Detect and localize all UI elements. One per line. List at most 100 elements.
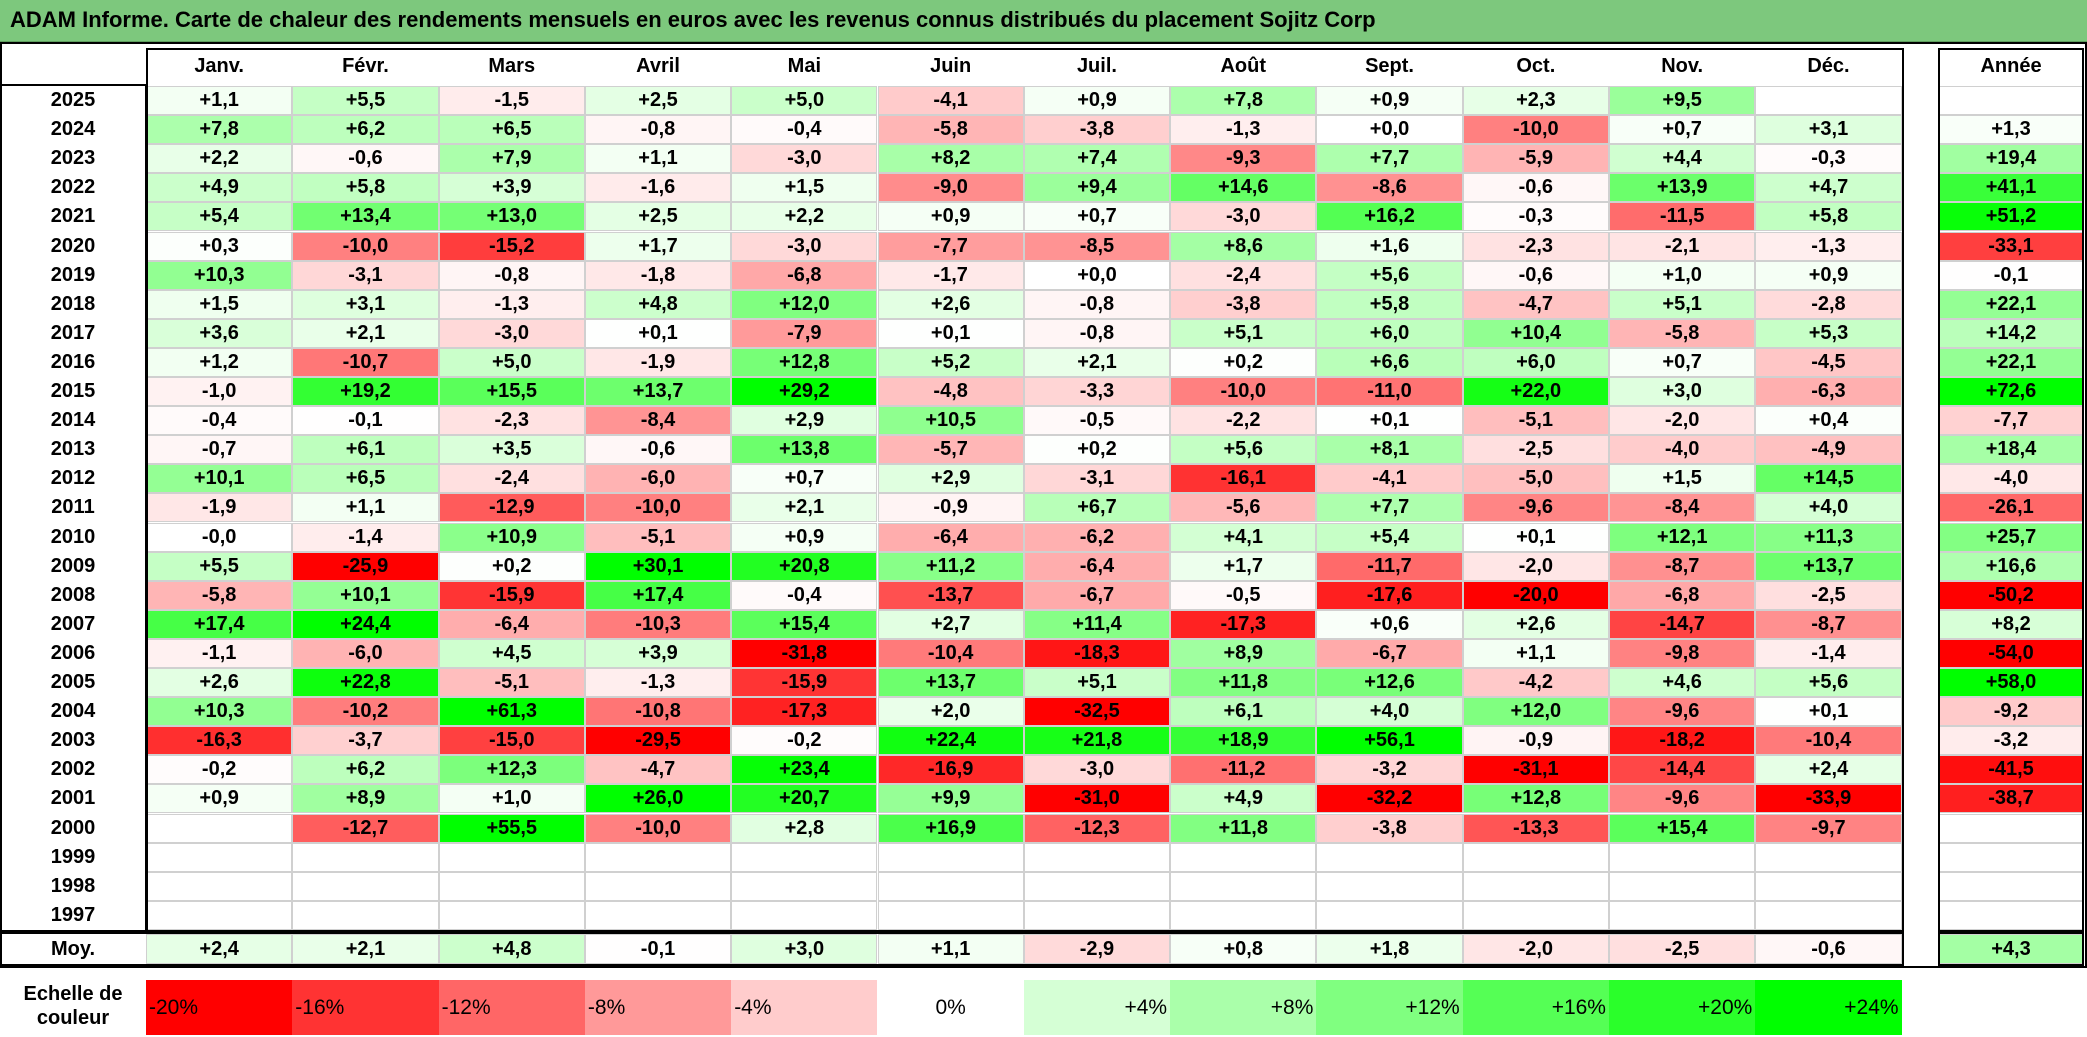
heatmap-cell: -16,9 (877, 755, 1024, 785)
heatmap-cell: -4,8 (877, 377, 1024, 407)
heatmap-cell: -8,4 (584, 406, 732, 436)
heatmap-cell: -5,1 (1462, 406, 1609, 436)
heatmap-cell: -3,7 (292, 726, 439, 756)
heatmap-cell: -12,7 (292, 813, 439, 843)
heatmap-cell (731, 900, 878, 930)
heatmap-cell: -2,0 (1609, 406, 1756, 436)
annual-cell: -4,0 (1938, 464, 2084, 494)
heatmap-cell: -5,6 (1170, 493, 1317, 523)
annual-cell (1938, 842, 2084, 872)
year-label: 2020 (50, 234, 96, 257)
heatmap-cell (1609, 900, 1756, 930)
heatmap-cell: -11,0 (1316, 377, 1463, 407)
heatmap-cell: +30,1 (584, 551, 732, 581)
heatmap-cell: +2,1 (292, 318, 439, 348)
heatmap-cell: -10,4 (877, 638, 1024, 668)
heatmap-cell (1023, 900, 1171, 930)
heatmap-cell: -4,9 (1755, 435, 1902, 465)
heatmap-cell: +13,7 (584, 377, 732, 407)
year-label: 2016 (50, 350, 96, 373)
heatmap-cell: +6,5 (438, 115, 585, 145)
annual-cell: +25,7 (1938, 522, 2084, 552)
heatmap-cell: -3,8 (1170, 289, 1317, 319)
heatmap-cell: -0,6 (1462, 173, 1609, 203)
heatmap-cell: +9,5 (1609, 86, 1756, 116)
heatmap-cell: -2,1 (1609, 231, 1756, 261)
annual-cell: +22,1 (1938, 347, 2084, 377)
heatmap-cell: +10,3 (146, 697, 293, 727)
heatmap-cell: +13,7 (877, 668, 1024, 698)
heatmap-cell: -10,8 (584, 697, 732, 727)
heatmap-cell: +7,8 (146, 115, 293, 145)
heatmap-cell: -18,3 (1023, 638, 1171, 668)
heatmap-cell: +5,5 (146, 551, 293, 581)
heatmap-cell (584, 900, 732, 930)
heatmap-cell: +6,2 (292, 755, 439, 785)
heatmap-cell: -17,3 (731, 697, 878, 727)
heatmap-cell: -0,6 (584, 435, 732, 465)
heatmap-cell: +0,1 (1755, 697, 1902, 727)
heatmap-cell: +18,9 (1170, 726, 1317, 756)
heatmap-cell: +0,7 (1609, 115, 1756, 145)
heatmap-cell (1023, 842, 1171, 872)
heatmap-cell: -10,0 (584, 493, 732, 523)
heatmap-cell: -18,2 (1609, 726, 1756, 756)
heatmap-cell: -5,8 (1609, 318, 1756, 348)
heatmap-cell: -10,0 (292, 231, 439, 261)
heatmap-cell: -3,8 (1023, 115, 1171, 145)
heatmap-cell: -25,9 (292, 551, 439, 581)
heatmap-cell: +2,3 (1462, 86, 1609, 116)
heatmap-cell: -8,7 (1609, 551, 1756, 581)
heatmap-cell: +0,9 (146, 784, 293, 814)
heatmap-cell: +9,9 (877, 784, 1024, 814)
heatmap-cell: -0,3 (1755, 144, 1902, 174)
heatmap-cell: -3,3 (1023, 377, 1171, 407)
heatmap-cell: +4,6 (1609, 668, 1756, 698)
year-label: 2004 (50, 700, 96, 723)
heatmap-cell: +6,5 (292, 464, 439, 494)
heatmap-cell: -9,8 (1609, 638, 1756, 668)
heatmap-cell (1462, 871, 1609, 901)
heatmap-cell: -4,1 (1316, 464, 1463, 494)
heatmap-cell: +3,9 (438, 173, 585, 203)
heatmap-cell: +10,1 (146, 464, 293, 494)
heatmap-cell: +1,1 (584, 144, 732, 174)
color-scale-stop: -4% (731, 980, 878, 1035)
heatmap-cell: +5,1 (1609, 289, 1756, 319)
heatmap-cell: +2,5 (584, 86, 732, 116)
heatmap-cell (1170, 900, 1317, 930)
month-header: Oct. (1516, 55, 1556, 77)
heatmap-cell: +3,9 (584, 638, 732, 668)
heatmap-cell: -33,9 (1755, 784, 1902, 814)
heatmap-cell (1755, 900, 1902, 930)
heatmap-cell: -13,7 (877, 580, 1024, 610)
heatmap-cell: -1,6 (584, 173, 732, 203)
heatmap-cell: +7,4 (1023, 144, 1171, 174)
heatmap-cell: -10,3 (584, 609, 732, 639)
heatmap-cell: +12,8 (1462, 784, 1609, 814)
title-bar: ADAM Informe. Carte de chaleur des rende… (0, 0, 2087, 42)
heatmap-cell: +2,6 (146, 668, 293, 698)
heatmap-cell: +13,4 (292, 202, 439, 232)
heatmap-cell: -4,7 (1462, 289, 1609, 319)
annual-cell: +72,6 (1938, 377, 2084, 407)
heatmap-cell: +11,8 (1170, 813, 1317, 843)
heatmap-cell: +3,5 (438, 435, 585, 465)
month-header: Août (1220, 55, 1267, 77)
heatmap-cell (1755, 86, 1902, 116)
heatmap-cell: +4,9 (1170, 784, 1317, 814)
heatmap-cell: -0,3 (1462, 202, 1609, 232)
heatmap-cell: -1,7 (877, 260, 1024, 290)
heatmap-cell: +4,1 (1170, 522, 1317, 552)
heatmap-cell: +29,2 (731, 377, 878, 407)
heatmap-cell: +15,5 (438, 377, 585, 407)
heatmap-cell: +5,6 (1170, 435, 1317, 465)
heatmap-cell: -6,4 (1023, 551, 1171, 581)
heatmap-cell: -0,2 (146, 755, 293, 785)
heatmap-cell: +0,2 (438, 551, 585, 581)
average-annual-cell: +4,3 (1938, 934, 2084, 964)
heatmap-cell (146, 900, 293, 930)
heatmap-cell: -9,7 (1755, 813, 1902, 843)
annual-cell: +58,0 (1938, 668, 2084, 698)
heatmap-cell: +6,1 (1170, 697, 1317, 727)
